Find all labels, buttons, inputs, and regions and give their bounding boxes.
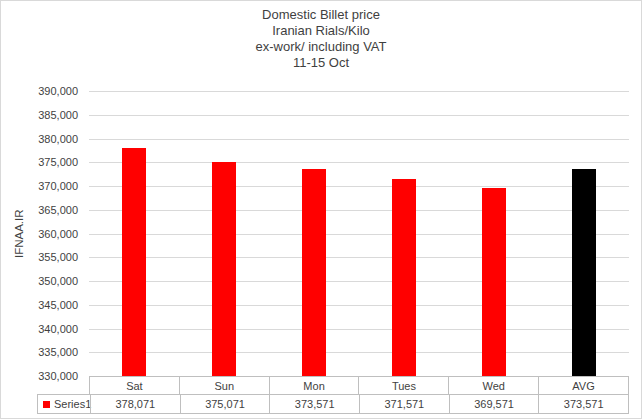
y-tick-label: 355,000 [38,251,78,263]
table-header-row: SatSunMonTuesWedAVG [89,376,629,395]
value-cell: 371,571 [359,395,449,413]
bar-sat [122,148,146,376]
bar-sun [212,162,236,376]
gridline [89,281,629,282]
gridline [89,305,629,306]
gridline [89,162,629,163]
category-header-cell: Sun [179,377,269,394]
y-tick-label: 340,000 [38,323,78,335]
chart-container: Domestic Billet price Iranian Rials/Kilo… [0,0,642,419]
value-cell: 373,571 [538,395,628,413]
gridline [89,234,629,235]
y-tick-label: 345,000 [38,299,78,311]
category-header-cell: Mon [269,377,359,394]
category-header-cell: AVG [538,377,628,394]
y-tick-label: 375,000 [38,156,78,168]
gridline [89,210,629,211]
y-tick-label: 390,000 [38,85,78,97]
gridline [89,257,629,258]
y-tick-label: 385,000 [38,109,78,121]
bar-tues [392,179,416,376]
y-axis-tick-labels: 390,000385,000380,000375,000370,000365,0… [1,91,78,376]
bar-avg [572,169,596,376]
gridline [89,115,629,116]
value-cell: 373,571 [269,395,359,413]
legend-cell: Series1 [38,395,90,413]
plot-area [89,91,629,376]
chart-title-line: ex-work/ including VAT [1,39,641,55]
gridline [89,352,629,353]
bar-wed [482,188,506,376]
bar-mon [302,169,326,376]
category-header-cell: Sat [90,377,179,394]
y-tick-label: 330,000 [38,370,78,382]
value-cell: 378,071 [90,395,180,413]
gridline [89,186,629,187]
category-header-cell: Tues [358,377,448,394]
y-tick-label: 335,000 [38,346,78,358]
chart-title-line: 11-15 Oct [1,55,641,71]
gridline [89,91,629,92]
value-cell: 369,571 [449,395,539,413]
y-tick-label: 370,000 [38,180,78,192]
category-header-cell: Wed [448,377,538,394]
y-tick-label: 360,000 [38,228,78,240]
chart-title-line: Iranian Rials/Kilo [1,23,641,39]
chart-title-line: Domestic Billet price [1,7,641,23]
gridline [89,139,629,140]
gridline [89,329,629,330]
chart-title: Domestic Billet price Iranian Rials/Kilo… [1,7,641,71]
legend-series-label: Series1 [54,398,91,410]
legend-marker-icon [43,401,50,408]
y-tick-label: 380,000 [38,133,78,145]
value-cell: 375,071 [180,395,270,413]
table-values-row: Series1 378,071375,071373,571371,571369,… [37,394,629,414]
y-tick-label: 350,000 [38,275,78,287]
y-tick-label: 365,000 [38,204,78,216]
